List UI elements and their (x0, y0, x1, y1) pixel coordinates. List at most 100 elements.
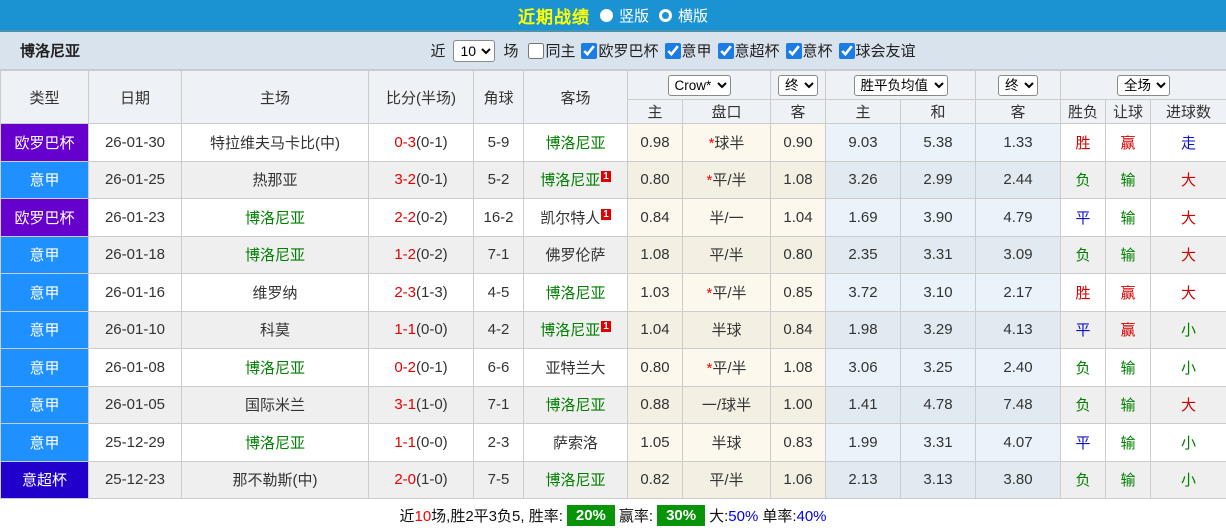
away-team[interactable]: 萨索洛 (523, 423, 628, 462)
corner-score: 5-2 (473, 160, 524, 199)
odds-home: 1.08 (627, 235, 683, 274)
filter-checkbox[interactable] (664, 42, 681, 59)
col-header-home: 主场 (181, 70, 369, 124)
halftime-score: (0-0) (416, 433, 448, 451)
star-mark: * (708, 134, 715, 152)
odds-away: 1.08 (770, 348, 826, 387)
home-team-name[interactable]: 那不勒斯(中) (232, 472, 318, 490)
away-team-name[interactable]: 亚特兰大 (545, 359, 606, 377)
handicap-value: 平/半 (712, 359, 747, 377)
layout-option[interactable]: 横版 (659, 5, 708, 26)
away-team-name[interactable]: 博洛尼亚 (545, 284, 606, 302)
corner-score: 7-5 (473, 460, 524, 499)
filter-checkbox-label: 意杯 (802, 43, 833, 60)
away-team[interactable]: 佛罗伦萨 (523, 235, 628, 274)
away-team[interactable]: 博洛尼亚 (523, 460, 628, 499)
near-count-select[interactable]: 10 (453, 39, 496, 62)
match-type-badge: 意甲 (0, 423, 89, 462)
away-team-name[interactable]: 博洛尼亚 (540, 172, 601, 190)
filter-checkbox[interactable] (717, 42, 734, 59)
avg-select[interactable]: 胜平负均值 (853, 74, 948, 96)
away-team-name[interactable]: 博洛尼亚 (545, 472, 606, 490)
home-team[interactable]: 国际米兰 (181, 385, 369, 424)
avg-time-select[interactable]: 终 (998, 74, 1038, 96)
home-team[interactable]: 博洛尼亚 (181, 198, 369, 237)
result-wdl: 胜 (1060, 273, 1106, 312)
red-card-badge: 1 (601, 208, 611, 220)
away-team[interactable]: 博洛尼亚 1 (523, 310, 628, 349)
home-team[interactable]: 博洛尼亚 (181, 423, 369, 462)
home-team-name[interactable]: 博洛尼亚 (244, 209, 305, 227)
away-team[interactable]: 博洛尼亚 (523, 385, 628, 424)
away-team-name[interactable]: 佛罗伦萨 (545, 247, 606, 265)
away-team[interactable]: 凯尔特人 1 (523, 198, 628, 237)
halftime-score: (0-1) (416, 358, 448, 376)
home-team-name[interactable]: 热那亚 (252, 172, 298, 190)
away-team-name[interactable]: 凯尔特人 (540, 209, 601, 227)
home-team-name[interactable]: 博洛尼亚 (244, 434, 305, 452)
away-team-name[interactable]: 博洛尼亚 (540, 322, 601, 340)
home-team[interactable]: 科莫 (181, 310, 369, 349)
away-team[interactable]: 博洛尼亚 (523, 123, 628, 162)
filter-checkbox[interactable] (785, 42, 802, 59)
filter-checkbox[interactable] (581, 42, 598, 59)
avg-draw: 3.31 (900, 235, 976, 274)
layout-option-label[interactable]: 竖版 (618, 7, 649, 25)
result-goals: 小 (1150, 423, 1226, 462)
avg-away: 7.48 (975, 385, 1061, 424)
fulltime-score: 0-3 (394, 133, 416, 151)
handicap: 平/半 (682, 235, 771, 274)
table-row: 意甲 26-01-16 维罗纳 2-3(1-3) 4-5 博洛尼亚 1.03 *… (0, 273, 1226, 312)
away-team[interactable]: 博洛尼亚 (523, 273, 628, 312)
filter-checkbox[interactable] (528, 42, 545, 59)
scope-select[interactable]: 全场 (1117, 74, 1170, 96)
home-team[interactable]: 特拉维夫马卡比(中) (181, 123, 369, 162)
filterbar: 博洛尼亚 近 10 场 同主 欧罗巴杯 意甲 意超杯 意杯 球会友谊 (0, 32, 1226, 70)
handicap: *平/半 (682, 348, 771, 387)
match-date: 26-01-08 (88, 348, 182, 387)
result-handicap: 赢 (1105, 273, 1151, 312)
odds-time-select[interactable]: 终 (778, 74, 818, 96)
home-team-name[interactable]: 博洛尼亚 (244, 247, 305, 265)
radio-icon[interactable] (659, 8, 672, 22)
home-team[interactable]: 博洛尼亚 (181, 348, 369, 387)
layout-option[interactable]: 竖版 (599, 5, 649, 26)
bookmaker-select[interactable]: Crow* (667, 74, 731, 96)
avg-draw: 3.29 (900, 310, 976, 349)
avg-home: 9.03 (825, 123, 901, 162)
table-row: 意甲 26-01-08 博洛尼亚 0-2(0-1) 6-6 亚特兰大 0.80 … (0, 348, 1226, 387)
score: 2-2(0-2) (368, 198, 474, 237)
home-team-name[interactable]: 特拉维夫马卡比(中) (210, 134, 340, 152)
result-goals: 走 (1150, 123, 1226, 162)
layout-option-label[interactable]: 横版 (678, 7, 709, 25)
avg-draw: 4.78 (900, 385, 976, 424)
sub-header-handicap: 盘口 (682, 99, 771, 124)
away-team-name[interactable]: 博洛尼亚 (545, 397, 606, 415)
radio-icon[interactable] (599, 8, 613, 22)
home-team[interactable]: 维罗纳 (181, 273, 369, 312)
filter-checkbox[interactable] (838, 42, 855, 59)
table-row: 意甲 26-01-25 热那亚 3-2(0-1) 5-2 博洛尼亚 1 0.80 … (0, 160, 1226, 199)
score: 3-2(0-1) (368, 160, 474, 199)
match-date: 26-01-10 (88, 310, 182, 349)
odds-win-label: 赢率: (618, 508, 654, 525)
home-team[interactable]: 热那亚 (181, 160, 369, 199)
home-team-name[interactable]: 科莫 (259, 322, 290, 340)
home-team[interactable]: 那不勒斯(中) (181, 460, 369, 499)
away-team[interactable]: 亚特兰大 (523, 348, 628, 387)
home-team-name[interactable]: 国际米兰 (244, 397, 305, 415)
result-handicap: 输 (1105, 423, 1151, 462)
matches-label: 场 (503, 43, 519, 60)
home-team[interactable]: 博洛尼亚 (181, 235, 369, 274)
star-mark: * (706, 359, 713, 377)
match-type-badge: 意甲 (0, 160, 89, 199)
home-team-name[interactable]: 维罗纳 (252, 284, 298, 302)
away-team[interactable]: 博洛尼亚 1 (523, 160, 628, 199)
home-team-name[interactable]: 博洛尼亚 (244, 359, 305, 377)
away-team-name[interactable]: 萨索洛 (552, 434, 598, 452)
match-date: 25-12-29 (88, 423, 182, 462)
away-team-name[interactable]: 博洛尼亚 (545, 134, 606, 152)
result-handicap: 赢 (1105, 310, 1151, 349)
odds-away: 0.90 (770, 123, 826, 162)
avg-select-cell: 胜平负均值 (825, 70, 976, 100)
